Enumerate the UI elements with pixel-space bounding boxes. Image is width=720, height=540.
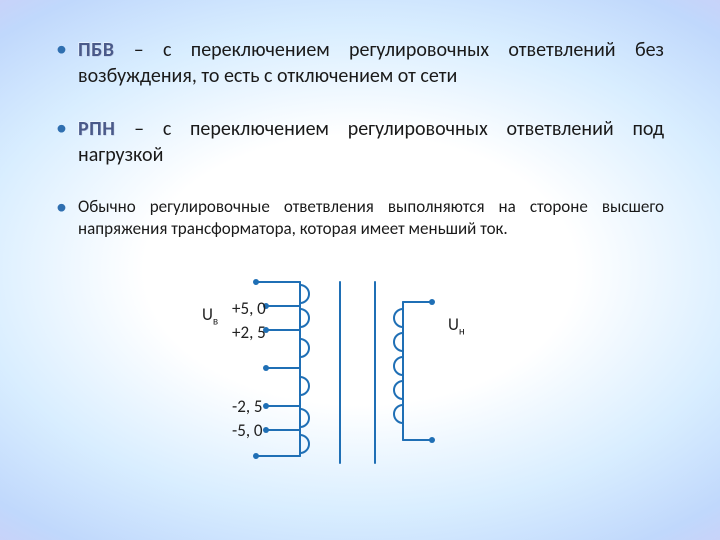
bullet-pbv: ПБВ – с переключением регулировочных отв… [56,38,664,89]
abbr-rpn: РПН [78,117,115,141]
label-tap-3: -2, 5 [232,396,263,417]
label-uv: Uв [202,304,218,327]
label-tap-4: -5, 0 [232,420,263,441]
text-note: Обычно регулировочные ответвления выполн… [78,196,664,239]
slide: ПБВ – с переключением регулировочных отв… [0,0,720,540]
label-un: Uн [448,314,465,337]
label-tap-1: +5, 0 [232,298,266,319]
diagram-wrap: Uв +5, 0 +2, 5 -2, 5 -5, 0 Uн [56,268,664,478]
transformer-diagram: Uв +5, 0 +2, 5 -2, 5 -5, 0 Uн [180,268,540,478]
text-pbv: – с переключением регулировочных ответвл… [78,38,664,88]
label-tap-2: +2, 5 [232,322,266,343]
text-rpn: – с переключением регулировочных ответвл… [78,117,664,167]
abbr-pbv: ПБВ [78,38,114,62]
bullet-note: Обычно регулировочные ответвления выполн… [56,196,664,240]
bullet-list: ПБВ – с переключением регулировочных отв… [56,38,664,240]
bullet-rpn: РПН – с переключением регулировочных отв… [56,117,664,168]
